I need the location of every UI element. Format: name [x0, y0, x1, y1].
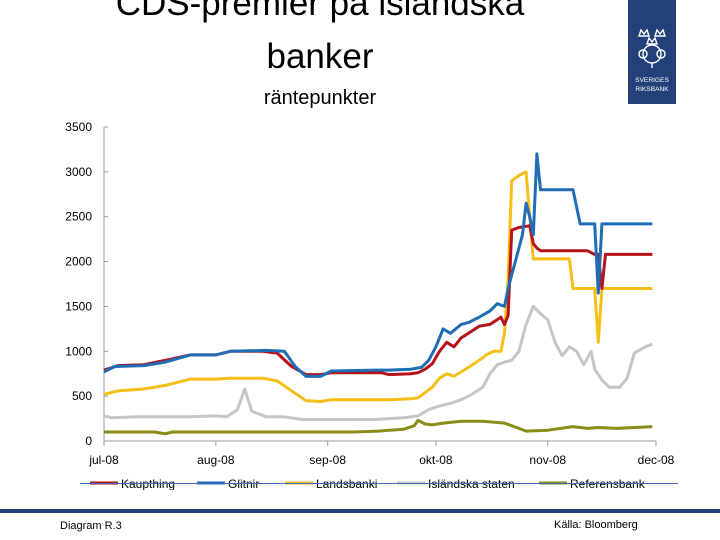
y-tick-label: 500 [72, 389, 92, 403]
logo-text-line1: SVERIGES [635, 77, 669, 84]
logo-text-line2: RIKSBANK [635, 86, 669, 93]
source-label: Källa: Bloomberg [554, 519, 638, 531]
y-tick-label: 2000 [65, 255, 92, 269]
series-line-isl-ndska-staten [103, 304, 653, 421]
x-tick-label: okt-08 [419, 453, 453, 467]
y-tick-label: 3000 [65, 165, 92, 179]
series-line-kaupthing [103, 224, 653, 377]
x-tick-label: nov-08 [529, 453, 566, 467]
x-tick-label: jul-08 [88, 453, 119, 467]
chart-series [103, 152, 653, 436]
page-title-line2: banker [266, 37, 374, 76]
chart-axes [103, 127, 656, 442]
legend-divider [80, 483, 678, 484]
x-tick-label: aug-08 [197, 453, 235, 467]
chart-ticks: 0 500 1000 1500 2000 2500 3000 3500 jul-08 aug-08… [65, 120, 674, 467]
cds-line-chart: 0 500 1000 1500 2000 2500 3000 3500 jul-08 aug-08… [65, 120, 674, 490]
series-line-landsbanki [103, 170, 653, 403]
y-tick-label: 0 [85, 434, 92, 448]
diagram-label: Diagram R.3 [60, 520, 122, 532]
page-subtitle: räntepunkter [263, 87, 377, 109]
y-tick-label: 1000 [65, 344, 92, 358]
riksbank-logo: SVERIGES RIKSBANK [628, 0, 676, 104]
x-tick-label: sep-08 [309, 453, 346, 467]
x-tick-label: dec-08 [638, 453, 675, 467]
page-title-line1: CDS-premier på isländska [115, 0, 525, 23]
y-tick-label: 2500 [65, 210, 92, 224]
y-tick-label: 1500 [65, 299, 92, 313]
series-line-referensbank [104, 418, 653, 436]
footer-bar [0, 509, 720, 513]
y-tick-label: 3500 [65, 120, 92, 134]
series-line-glitnir [103, 152, 653, 378]
